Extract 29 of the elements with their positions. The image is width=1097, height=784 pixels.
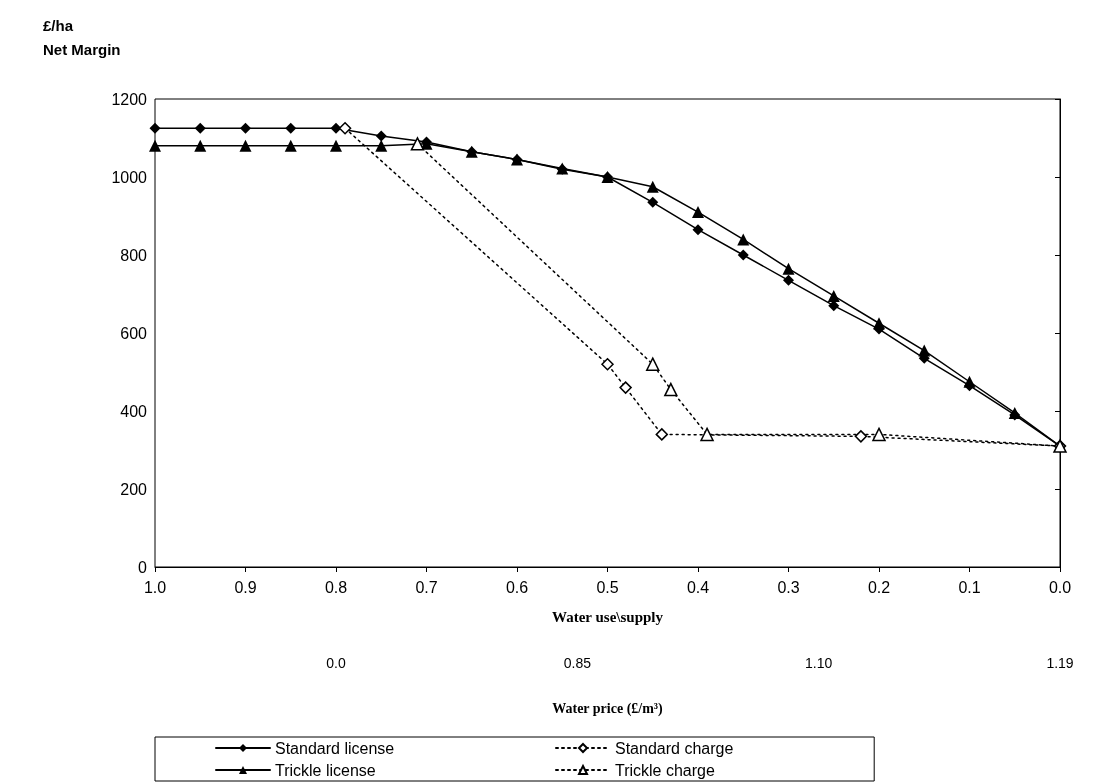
legend-label: Standard license: [275, 739, 395, 757]
x-tick-label: 0.6: [505, 578, 529, 596]
text: 0.85: [563, 655, 592, 671]
legend-label: Trickle license: [275, 761, 376, 779]
x-tick-label: 1.0: [143, 578, 167, 596]
y-tick-label: 600: [120, 324, 148, 342]
text: 0.0: [326, 655, 346, 671]
x-axis-title: Water use\supply: [552, 608, 664, 625]
y-tick-label: 1200: [111, 90, 148, 108]
x-tick-label: 0.9: [234, 578, 257, 596]
x-tick-label: 0.5: [596, 578, 619, 596]
x-tick-label: 0.0: [1048, 578, 1072, 596]
x-tick-label: 0.1: [958, 578, 981, 596]
y-tick-label: 0: [138, 558, 148, 576]
text: 1.10: [805, 655, 833, 671]
x-tick-label: 0.4: [686, 578, 710, 596]
y-tick-label: 200: [120, 480, 148, 498]
y-axis-title: £/ha Net Margin: [43, 16, 121, 58]
legend-label: Standard charge: [615, 739, 734, 757]
x2-axis-title: Water price (£/m³): [552, 700, 664, 717]
y-tick-label: 1000: [111, 168, 148, 186]
y-tick-label: 400: [120, 402, 148, 420]
y-tick-label: 800: [120, 246, 148, 264]
x-tick-label: 0.2: [867, 578, 891, 596]
x-tick-label: 0.7: [415, 578, 438, 596]
legend-label: Trickle charge: [615, 761, 715, 779]
x-tick-label: 0.3: [777, 578, 800, 596]
x-tick-label: 0.8: [324, 578, 348, 596]
text: 1.19: [1046, 655, 1074, 671]
